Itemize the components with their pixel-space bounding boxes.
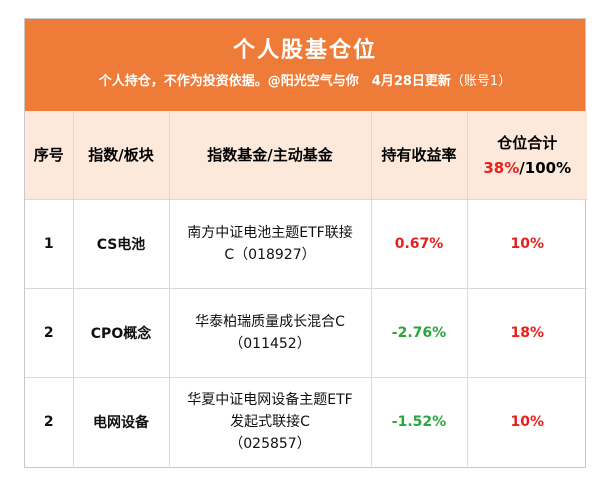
table-row: 2 电网设备 华夏中证电网设备主题ETF 发起式联接C （025857） -1.… — [25, 376, 587, 466]
column-header-index: 序号 — [25, 111, 74, 200]
row-fund: 华夏中证电网设备主题ETF 发起式联接C （025857） — [168, 376, 372, 466]
fund-name-line: （011452） — [229, 335, 311, 352]
table-row: 1 CS电池 南方中证电池主题ETF联接 C（018927） 0.67% 10% — [25, 198, 587, 289]
page-subtitle: 个人持仓，不作为投资依据。@阳光空气与你 4月28日更新（账号1） — [25, 73, 585, 91]
row-return: -2.76% — [370, 287, 468, 378]
position-used-value: 38% — [483, 159, 520, 178]
column-header-position: 仓位合计 38%/100% — [466, 111, 587, 200]
position-header-title: 仓位合计 — [497, 134, 558, 153]
row-return: -1.52% — [370, 376, 468, 466]
fund-name-line: 南方中证电池主题ETF联接 — [187, 224, 353, 241]
row-return: 0.67% — [370, 198, 468, 289]
row-fund: 南方中证电池主题ETF联接 C（018927） — [168, 198, 372, 289]
holdings-card: 个人股基仓位 个人持仓，不作为投资依据。@阳光空气与你 4月28日更新（账号1）… — [24, 18, 587, 468]
fund-name-line: 华夏中证电网设备主题ETF — [187, 391, 353, 408]
fund-name-line: （025857） — [229, 435, 311, 452]
table-row: 2 CPO概念 华泰柏瑞质量成长混合C （011452） -2.76% 18% — [25, 287, 587, 378]
fund-name-line: 华泰柏瑞质量成长混合C — [195, 313, 345, 330]
row-sector: CS电池 — [72, 198, 170, 289]
row-sector: 电网设备 — [72, 376, 170, 466]
holdings-table: 序号 指数/板块 指数基金/主动基金 持有收益率 仓位合计 38%/100% 1… — [25, 111, 587, 466]
row-position: 18% — [466, 287, 587, 378]
row-position: 10% — [466, 376, 587, 466]
fund-name-line: C（018927） — [224, 246, 316, 263]
table-header-row: 序号 指数/板块 指数基金/主动基金 持有收益率 仓位合计 38%/100% — [25, 111, 587, 200]
column-header-sector: 指数/板块 — [72, 111, 170, 200]
position-total-value: /100% — [519, 159, 572, 178]
row-sector: CPO概念 — [72, 287, 170, 378]
card-header: 个人股基仓位 个人持仓，不作为投资依据。@阳光空气与你 4月28日更新（账号1） — [25, 19, 585, 111]
row-index: 2 — [25, 376, 74, 466]
row-index: 2 — [25, 287, 74, 378]
row-fund: 华泰柏瑞质量成长混合C （011452） — [168, 287, 372, 378]
position-header-total: 38%/100% — [469, 159, 587, 177]
row-position: 10% — [466, 198, 587, 289]
row-index: 1 — [25, 198, 74, 289]
column-header-return: 持有收益率 — [370, 111, 468, 200]
subtitle-text: 个人持仓，不作为投资依据。@阳光空气与你 4月28日更新 — [98, 74, 451, 89]
page-title: 个人股基仓位 — [232, 38, 377, 63]
fund-name-line: 发起式联接C — [230, 413, 310, 430]
account-label: （账号1） — [450, 74, 512, 89]
column-header-fund: 指数基金/主动基金 — [168, 111, 372, 200]
